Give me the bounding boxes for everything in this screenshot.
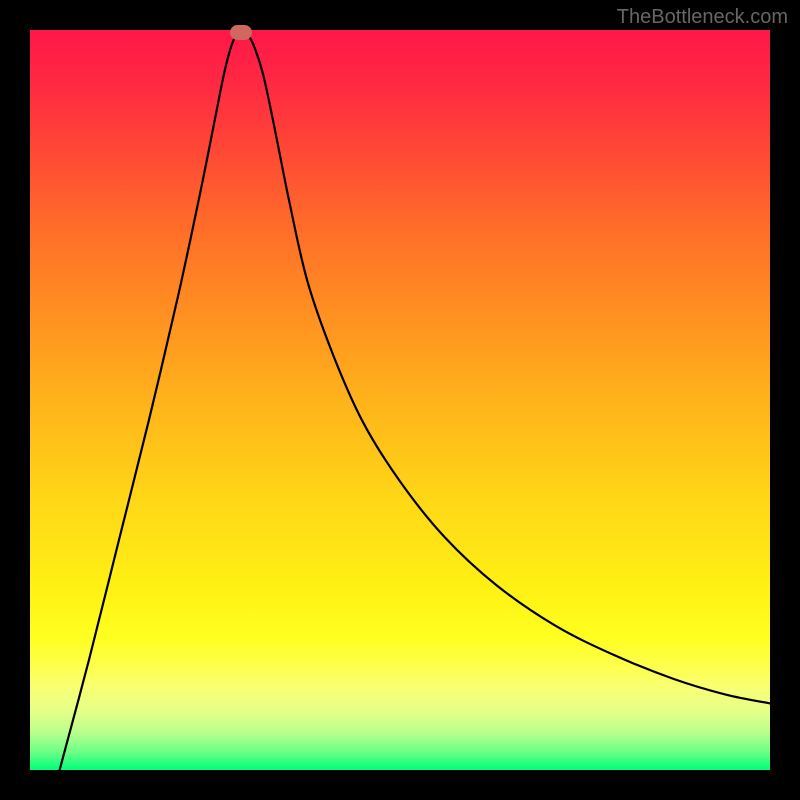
curve-line [30,30,770,770]
watermark-text: TheBottleneck.com [617,6,788,29]
chart-area [30,30,770,770]
minimum-marker [230,25,252,40]
